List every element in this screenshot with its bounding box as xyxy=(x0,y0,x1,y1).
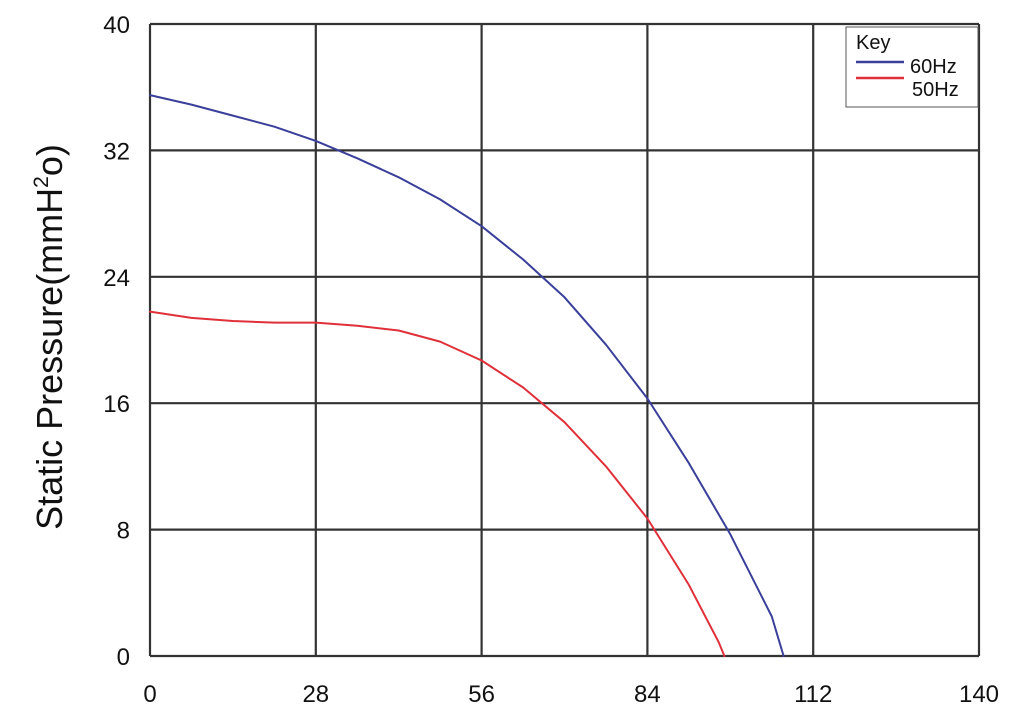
x-tick-label-112: 112 xyxy=(794,681,832,708)
y-tick-label-0: 0 xyxy=(117,644,130,671)
legend-label-60hz: 60Hz xyxy=(910,56,957,78)
x-tick-label-28: 28 xyxy=(302,681,329,708)
grid-lines xyxy=(148,22,981,658)
y-tick-label-24: 24 xyxy=(103,265,130,292)
series-line-60hz xyxy=(149,94,785,657)
legend-box xyxy=(845,26,979,108)
y-axis-title: Static Pressure(mmH2o) xyxy=(29,144,70,530)
legend-label-50hz: 50Hz xyxy=(912,79,959,101)
x-tick-label-0: 0 xyxy=(143,681,156,708)
x-tick-label-140: 140 xyxy=(959,681,999,708)
y-tick-label-40: 40 xyxy=(103,12,130,39)
y-tick-label-32: 32 xyxy=(103,138,130,165)
series-line-50hz xyxy=(149,310,726,657)
y-tick-label-16: 16 xyxy=(103,391,130,418)
y-tick-label-8: 8 xyxy=(117,518,130,545)
x-tick-label-56: 56 xyxy=(468,681,495,708)
y-tick-labels: 0 8 16 24 32 40 xyxy=(103,12,130,671)
legend-title: Key xyxy=(856,32,890,54)
x-tick-label-84: 84 xyxy=(634,681,661,708)
legend: Key 60Hz 50Hz xyxy=(845,26,979,108)
x-tick-labels: 0 28 56 84 112 140 xyxy=(143,681,999,708)
series-lines xyxy=(149,94,785,657)
plot-area xyxy=(150,24,979,656)
